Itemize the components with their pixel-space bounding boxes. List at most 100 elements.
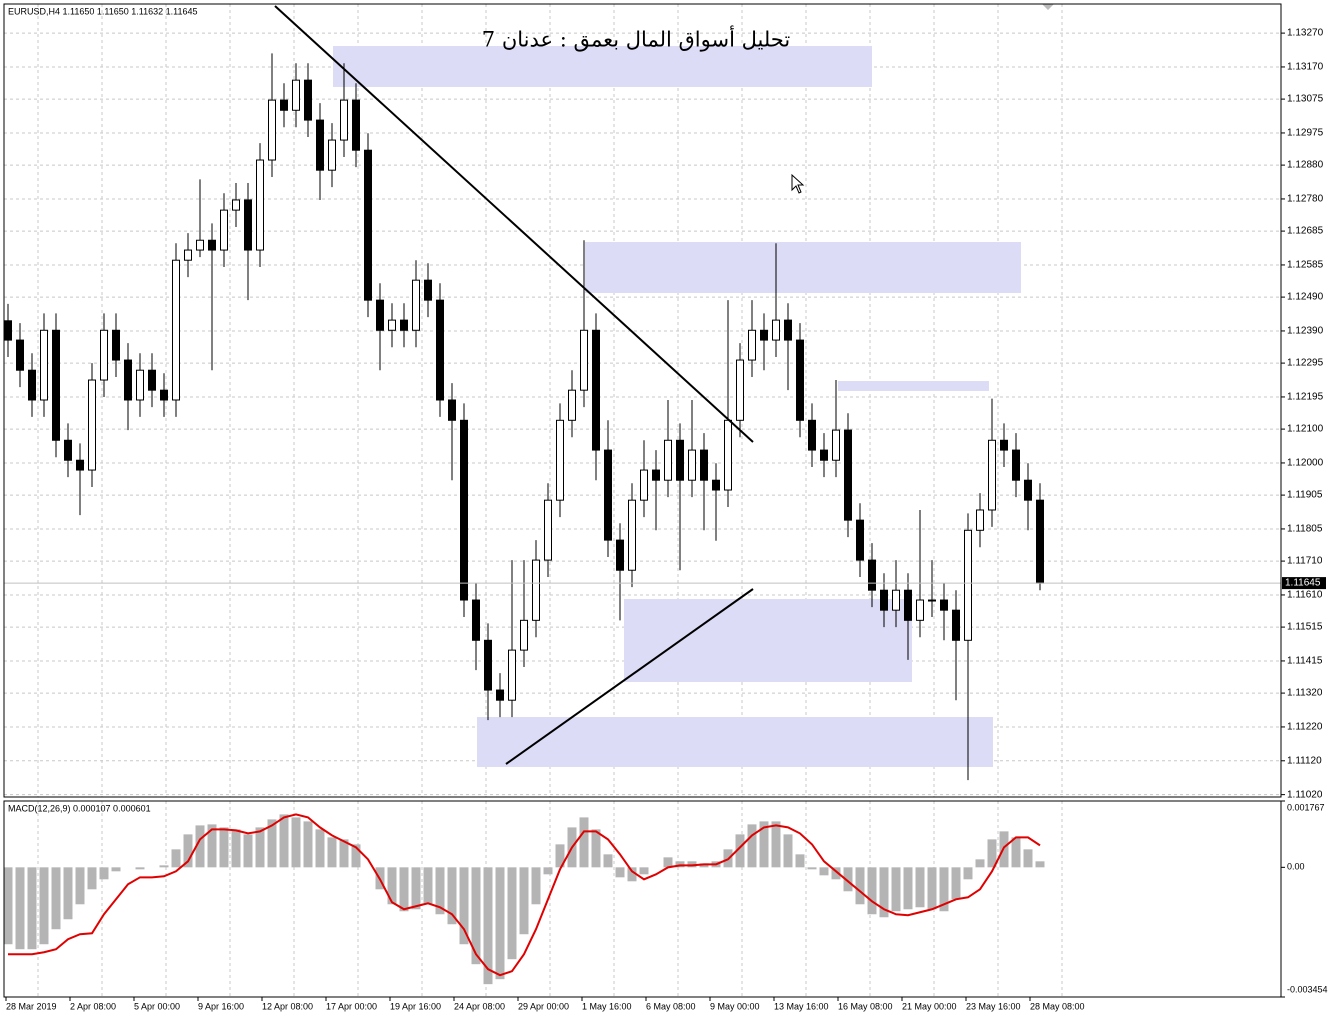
candle-body [448, 399, 456, 421]
candle-body [520, 619, 528, 651]
candle-body [496, 689, 504, 701]
macd-bar [951, 867, 961, 900]
macd-bar [183, 834, 193, 868]
macd-bar [459, 867, 469, 945]
candle-body [316, 119, 324, 171]
macd-bar [471, 867, 481, 965]
y-tick-label: 1.12295 [1287, 358, 1324, 369]
candle-body [460, 419, 468, 601]
candle-body [652, 469, 660, 481]
macd-bar [915, 867, 925, 908]
x-tick-label: 23 May 16:00 [966, 1001, 1021, 1011]
candle-body [388, 319, 396, 331]
y-tick-label: 1.11120 [1287, 755, 1322, 766]
zone [624, 599, 912, 682]
macd-bar [387, 867, 397, 905]
candle-body [736, 359, 744, 421]
x-tick-label: 6 May 08:00 [646, 1001, 696, 1011]
y-tick-label: 1.12390 [1287, 326, 1324, 337]
y-tick-label: 1.11515 [1287, 622, 1323, 633]
candle-body [364, 149, 372, 301]
macd-bar [591, 829, 601, 868]
macd-bar [231, 829, 241, 868]
annotation: تحليل أسواق المال بعمق : عدنان 7 [482, 25, 791, 53]
candle-body [64, 439, 72, 461]
x-tick-label: 21 May 00:00 [902, 1001, 957, 1011]
candle-body [556, 419, 564, 501]
y-tick-label: 1.12685 [1287, 226, 1324, 237]
candle-body [532, 559, 540, 621]
zone [477, 717, 993, 767]
macd-bar [1011, 837, 1021, 868]
macd-bar [963, 867, 973, 880]
candle-body [724, 419, 732, 491]
macd-bar [807, 867, 817, 870]
candle-body [976, 509, 984, 531]
y-tick-label: 1.11610 [1287, 590, 1323, 601]
x-tick-label: 17 Apr 00:00 [326, 1001, 377, 1011]
candle-body [148, 369, 156, 391]
candle-body [880, 589, 888, 611]
candle-body [292, 79, 300, 111]
macd-bar [447, 867, 457, 925]
candle-body [664, 439, 672, 481]
macd-bar [423, 867, 433, 905]
y-tick-label: 1.11220 [1287, 722, 1323, 733]
y-tick-label: 1.12780 [1287, 194, 1324, 205]
macd-bar [435, 867, 445, 915]
candle-body [568, 389, 576, 421]
candle-body [808, 419, 816, 451]
macd-bar [411, 867, 421, 910]
candle-body [1036, 499, 1044, 584]
macd-bar [159, 865, 169, 868]
macd-bar [111, 867, 121, 872]
candle-body [196, 239, 204, 251]
macd-bar [627, 867, 637, 882]
x-tick-label: 5 Apr 00:00 [134, 1001, 180, 1011]
macd-bar [327, 837, 337, 868]
zone [333, 46, 872, 87]
macd-bar [579, 817, 589, 868]
candle-body [580, 329, 588, 391]
macd-bar [219, 827, 229, 868]
candle-body [208, 239, 216, 251]
candle-body [988, 439, 996, 511]
macd-bar [687, 861, 697, 868]
y-tick-label: 1.13170 [1287, 62, 1324, 73]
candle-body [616, 539, 624, 571]
macd-bar [843, 867, 853, 892]
macd-bar [303, 821, 313, 868]
macd-bar [603, 854, 613, 868]
macd-bar [495, 867, 505, 980]
marks [3, 53, 1281, 985]
candle-body [436, 299, 444, 401]
candle-body [1000, 439, 1008, 451]
macd-bar [879, 867, 889, 918]
candle-body [256, 159, 264, 251]
candle-body [856, 519, 864, 561]
candle-body [220, 209, 228, 251]
candle-body [820, 449, 828, 461]
macd-bar [819, 867, 829, 876]
candle-body [628, 499, 636, 571]
y-tick-label: 1.11020 [1287, 789, 1323, 800]
candle-body [952, 609, 960, 641]
candle-body [376, 299, 384, 331]
main-frame [3, 3, 1282, 798]
y-tick-label: 1.12585 [1287, 260, 1324, 271]
x-tick-label: 9 Apr 16:00 [198, 1001, 244, 1011]
y-tick-label: 1.12490 [1287, 292, 1324, 303]
macd-bar [135, 867, 145, 870]
candle-body [796, 339, 804, 421]
macd-bar [795, 854, 805, 868]
candle-body [964, 529, 972, 641]
symbol-header: EURUSD,H4 1.11650 1.11650 1.11632 1.1164… [8, 6, 197, 16]
y-tick-label: 1.13075 [1287, 94, 1324, 105]
macd-bar [939, 867, 949, 912]
candle-body [16, 339, 24, 371]
x-tick-label: 13 May 16:00 [774, 1001, 829, 1011]
candle-body [544, 499, 552, 561]
macd-bar [3, 867, 13, 945]
